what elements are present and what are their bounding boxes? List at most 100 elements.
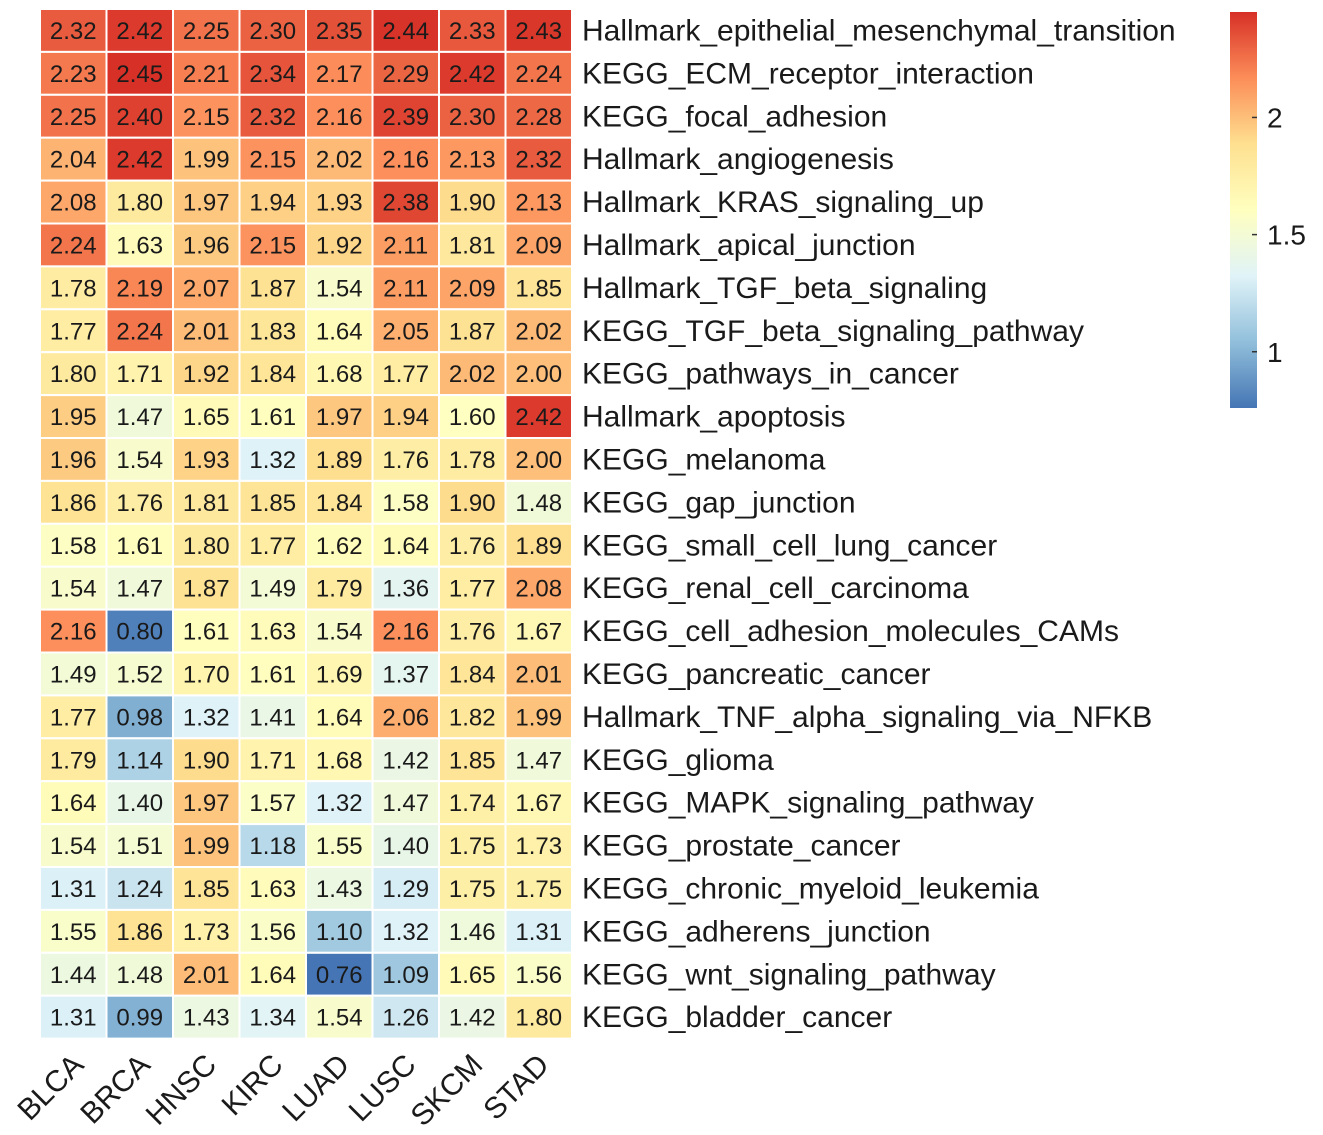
cell-value-label: 2.15 xyxy=(249,232,296,259)
heatmap-cell xyxy=(105,866,174,911)
heatmap-cell xyxy=(371,866,440,911)
heatmap-cell xyxy=(105,394,174,440)
heatmap-cell xyxy=(238,694,307,740)
cell-value-label: 1.80 xyxy=(50,361,97,388)
heatmap-cell xyxy=(504,351,573,397)
cell-value-label: 1.85 xyxy=(449,747,496,774)
row-label: KEGG_bladder_cancer xyxy=(582,1001,892,1034)
cell-value-label: 1.26 xyxy=(382,1005,429,1032)
heatmap-cell xyxy=(39,651,108,697)
cell-value-label: 1.49 xyxy=(249,576,296,603)
cell-value-label: 2.34 xyxy=(249,61,296,88)
row-label: KEGG_pathways_in_cancer xyxy=(582,358,959,391)
heatmap-cell xyxy=(504,394,573,440)
cell-value-label: 1.97 xyxy=(316,404,363,431)
cell-value-label: 2.21 xyxy=(183,61,230,88)
cell-value-label: 2.06 xyxy=(382,704,429,731)
cell-value-label: 1.56 xyxy=(515,962,562,989)
row-label: KEGG_cell_adhesion_molecules_CAMs xyxy=(582,615,1119,648)
cell-value-label: 2.01 xyxy=(515,661,562,688)
cell-value-label: 2.33 xyxy=(449,18,496,45)
cell-value-label: 1.89 xyxy=(515,533,562,560)
cell-value-label: 1.67 xyxy=(515,790,562,817)
cell-value-label: 1.64 xyxy=(249,962,296,989)
cell-value-label: 2.29 xyxy=(382,61,429,88)
cell-value-label: 2.08 xyxy=(515,576,562,603)
heatmap-cells: 2.32 2.42 2.25 2.30 2.35 2.44 2.33 2.43 2.23 2.45… xyxy=(39,8,573,1040)
heatmap-cell xyxy=(305,951,374,997)
column-label: STAD xyxy=(477,1048,555,1126)
heatmap-cell xyxy=(39,522,108,568)
cell-value-label: 2.07 xyxy=(183,275,230,302)
row-label: KEGG_gap_junction xyxy=(582,486,856,519)
cell-value-label: 2.44 xyxy=(382,18,429,45)
heatmap-cell xyxy=(438,651,507,697)
cell-value-label: 1.61 xyxy=(183,619,230,646)
heatmap-cell xyxy=(172,694,241,740)
heatmap-cell xyxy=(305,351,374,397)
heatmap-cell xyxy=(371,93,440,139)
heatmap-cell xyxy=(105,437,174,482)
cell-value-label: 1.64 xyxy=(316,704,363,731)
cell-value-label: 2.42 xyxy=(116,18,163,45)
cell-value-label: 1.76 xyxy=(449,619,496,646)
heatmap-cell xyxy=(504,694,573,740)
cell-value-label: 1.73 xyxy=(515,833,562,860)
cell-value-label: 1.94 xyxy=(249,190,296,217)
heatmap-cell xyxy=(238,780,307,826)
cell-value-label: 1.54 xyxy=(316,619,363,646)
row-label: Hallmark_epithelial_mesenchymal_transiti… xyxy=(582,14,1176,47)
row-label: Hallmark_apical_junction xyxy=(582,229,916,262)
cell-value-label: 1.81 xyxy=(449,232,496,259)
cell-value-label: 1.64 xyxy=(50,790,97,817)
cell-value-label: 1.85 xyxy=(249,490,296,517)
row-label: Hallmark_angiogenesis xyxy=(582,143,894,176)
cell-value-label: 1.24 xyxy=(116,876,163,903)
cell-value-label: 1.64 xyxy=(316,318,363,345)
cell-value-label: 2.00 xyxy=(515,447,562,474)
heatmap-cell xyxy=(371,737,440,783)
heatmap-cell xyxy=(371,994,440,1040)
cell-value-label: 1.71 xyxy=(116,361,163,388)
heatmap-cell xyxy=(238,179,307,225)
heatmap-cell xyxy=(172,823,241,868)
cell-value-label: 1.71 xyxy=(249,747,296,774)
cell-value-label: 2.30 xyxy=(449,104,496,131)
cell-value-label: 2.16 xyxy=(50,619,97,646)
cell-value-label: 1.81 xyxy=(183,490,230,517)
heatmap-cell xyxy=(305,780,374,826)
cell-value-label: 1.83 xyxy=(249,318,296,345)
cell-value-label: 1.96 xyxy=(183,232,230,259)
cell-value-label: 1.94 xyxy=(382,404,429,431)
cell-value-label: 1.84 xyxy=(249,361,296,388)
cell-value-label: 1.96 xyxy=(50,447,97,474)
cell-value-label: 2.04 xyxy=(50,147,97,174)
heatmap-cell xyxy=(305,179,374,225)
cell-value-label: 1.74 xyxy=(449,790,496,817)
heatmap-cell xyxy=(438,93,507,139)
cell-value-label: 2.25 xyxy=(183,18,230,45)
cell-value-label: 1.32 xyxy=(382,919,429,946)
heatmap-cell xyxy=(172,780,241,826)
row-labels: Hallmark_epithelial_mesenchymal_transiti… xyxy=(582,14,1176,1034)
cell-value-label: 1.67 xyxy=(515,619,562,646)
cell-value-label: 1.47 xyxy=(116,576,163,603)
heatmap-cell xyxy=(371,265,440,311)
row-label: KEGG_TGF_beta_signaling_pathway xyxy=(582,315,1084,348)
heatmap-cell xyxy=(238,50,307,96)
cell-value-label: 1.80 xyxy=(183,533,230,560)
cell-value-label: 1.75 xyxy=(449,876,496,903)
cell-value-label: 1.54 xyxy=(316,275,363,302)
heatmap-cell xyxy=(105,50,174,96)
cell-value-label: 2.02 xyxy=(449,361,496,388)
cell-value-label: 1.86 xyxy=(50,490,97,517)
cell-value-label: 1.54 xyxy=(316,1005,363,1032)
cell-value-label: 2.42 xyxy=(515,404,562,431)
cell-value-label: 1.84 xyxy=(449,661,496,688)
row-label: KEGG_renal_cell_carcinoma xyxy=(582,572,969,605)
cell-value-label: 1.99 xyxy=(183,833,230,860)
heatmap-cell xyxy=(305,93,374,139)
cell-value-label: 1.89 xyxy=(316,447,363,474)
cell-value-label: 1.18 xyxy=(249,833,296,860)
color-legend: 21.51 xyxy=(1230,12,1306,408)
